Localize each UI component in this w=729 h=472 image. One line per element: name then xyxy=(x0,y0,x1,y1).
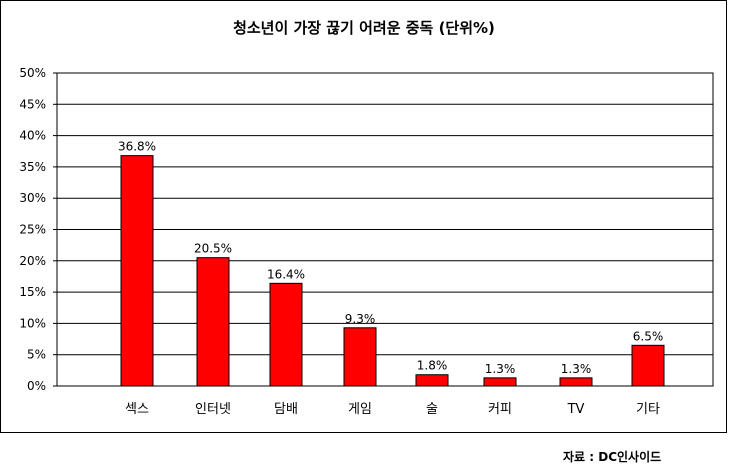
y-tick-label: 10% xyxy=(19,316,46,330)
x-category-label: 커피 xyxy=(488,402,512,417)
data-label: 36.8% xyxy=(118,140,156,154)
source-note: 자료 : DC인사이드 xyxy=(563,449,661,464)
data-label: 1.3% xyxy=(561,362,592,376)
data-label: 9.3% xyxy=(345,312,376,326)
bar xyxy=(120,155,154,387)
y-tick-label: 30% xyxy=(19,191,46,205)
y-tick-label: 25% xyxy=(19,223,46,237)
data-label: 16.4% xyxy=(267,267,305,281)
y-tick-label: 45% xyxy=(19,97,46,111)
data-label: 1.8% xyxy=(417,359,448,373)
y-tick-label: 15% xyxy=(19,285,46,299)
bar xyxy=(269,282,303,387)
x-axis: 섹스 인터넷 담배 게임 술 커피 TV 기타 xyxy=(125,402,660,417)
y-tick-label: 5% xyxy=(27,348,46,362)
data-labels: 36.8% 20.5% 16.4% 9.3% 1.8% 1.3% 1.3% 6.5% xyxy=(118,140,663,376)
bar xyxy=(343,327,377,387)
bar xyxy=(559,377,593,387)
x-category-label: 술 xyxy=(426,402,438,417)
y-tick-label: 20% xyxy=(19,254,46,268)
data-label: 6.5% xyxy=(633,329,664,343)
x-category-label: TV xyxy=(567,402,585,417)
x-category-label: 섹스 xyxy=(125,402,149,417)
x-category-label: 게임 xyxy=(348,402,372,417)
bar xyxy=(631,344,665,387)
y-tick-label: 0% xyxy=(27,379,46,393)
x-category-label: 인터넷 xyxy=(195,402,231,417)
chart-title: 청소년이 가장 끊기 어려운 중독 (단위%) xyxy=(233,19,495,37)
x-category-label: 담배 xyxy=(274,402,298,417)
bar xyxy=(415,374,449,387)
y-axis: 0% 5% 10% 15% 20% 25% 30% 35% 40% 45% 50% xyxy=(19,66,46,393)
y-tick-label: 50% xyxy=(19,66,46,80)
bars xyxy=(120,155,665,387)
bar xyxy=(483,377,517,387)
x-category-label: 기타 xyxy=(636,402,660,417)
y-tick-label: 40% xyxy=(19,129,46,143)
data-label: 1.3% xyxy=(485,362,516,376)
y-tick-label: 35% xyxy=(19,160,46,174)
grid-lines xyxy=(53,72,713,387)
bar xyxy=(196,257,230,387)
data-label: 20.5% xyxy=(194,242,232,256)
